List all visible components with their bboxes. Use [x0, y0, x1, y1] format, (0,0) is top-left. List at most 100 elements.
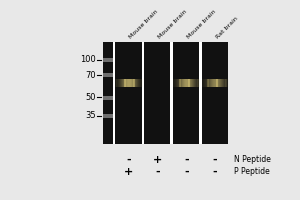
Text: 70: 70 [85, 71, 96, 80]
Bar [127, 79, 128, 87]
Bar [222, 79, 223, 87]
Bar [137, 79, 138, 87]
Bar [124, 79, 125, 87]
Bar [193, 79, 194, 87]
Bar [136, 79, 137, 87]
Bar [224, 79, 225, 87]
Bar [226, 79, 227, 87]
Text: P Peptide: P Peptide [234, 167, 269, 176]
Bar [138, 79, 139, 87]
Bar [103, 96, 112, 100]
Bar [175, 79, 176, 87]
Text: -: - [126, 155, 131, 165]
Bar [117, 79, 118, 87]
Bar [123, 79, 124, 87]
Bar [130, 79, 131, 87]
Bar [192, 79, 193, 87]
Bar [103, 73, 112, 77]
Bar [199, 79, 200, 87]
Text: Mouse brain: Mouse brain [158, 9, 188, 39]
Text: +: + [153, 155, 162, 165]
Bar [207, 79, 208, 87]
Text: Mouse brain: Mouse brain [128, 9, 159, 39]
Text: N Peptide: N Peptide [234, 155, 271, 164]
Bar [220, 79, 221, 87]
Bar [194, 79, 195, 87]
Text: 100: 100 [80, 55, 96, 64]
Bar [120, 79, 121, 87]
Bar [203, 79, 204, 87]
Bar [189, 79, 190, 87]
Bar [103, 114, 112, 118]
Bar [128, 79, 129, 87]
Bar [179, 79, 181, 87]
Bar [199, 42, 202, 144]
Bar [183, 79, 184, 87]
Bar [187, 79, 188, 87]
Bar [178, 79, 179, 87]
Bar [122, 79, 123, 87]
Bar [186, 79, 187, 87]
Bar [132, 79, 133, 87]
Bar [181, 79, 182, 87]
Bar [135, 79, 136, 87]
Bar [129, 79, 130, 87]
Bar [190, 79, 191, 87]
Text: 50: 50 [85, 93, 96, 102]
Bar [176, 79, 177, 87]
Bar [218, 79, 219, 87]
Bar [204, 79, 205, 87]
Bar [116, 79, 117, 87]
Bar [178, 79, 180, 87]
Bar [214, 79, 215, 87]
Bar [139, 79, 140, 87]
Bar [216, 79, 217, 87]
Bar [227, 79, 228, 87]
Bar [188, 79, 189, 87]
Bar [191, 79, 192, 87]
Bar [228, 79, 229, 87]
Bar [126, 79, 127, 87]
Bar [182, 79, 183, 87]
Bar [103, 58, 112, 62]
Bar [177, 79, 178, 87]
Bar [221, 79, 222, 87]
Bar [141, 79, 142, 87]
Bar [212, 79, 213, 87]
Bar [195, 79, 196, 87]
Bar [217, 79, 218, 87]
Text: Mouse brain: Mouse brain [186, 9, 217, 39]
Bar [119, 79, 120, 87]
Bar [112, 42, 116, 144]
Bar [196, 79, 198, 87]
Bar [206, 79, 207, 87]
Bar [210, 79, 211, 87]
Bar [118, 79, 119, 87]
Bar [197, 79, 199, 87]
Text: -: - [155, 167, 160, 177]
Bar [121, 79, 122, 87]
Bar [196, 79, 197, 87]
Bar [202, 79, 203, 87]
Bar [209, 79, 210, 87]
Text: 35: 35 [85, 111, 96, 120]
Bar [198, 79, 200, 87]
Text: +: + [124, 167, 133, 177]
Bar [188, 79, 190, 87]
Bar [133, 79, 134, 87]
Bar [173, 79, 174, 87]
Text: -: - [184, 155, 188, 165]
Bar [205, 79, 206, 87]
Text: -: - [184, 167, 188, 177]
Text: -: - [213, 155, 218, 165]
Bar [225, 79, 226, 87]
Bar [185, 79, 186, 87]
Bar [208, 79, 209, 87]
Bar [213, 79, 214, 87]
Bar [174, 79, 175, 87]
Bar [219, 79, 220, 87]
Bar [211, 79, 212, 87]
Bar [140, 79, 141, 87]
Bar [223, 79, 224, 87]
Bar [170, 42, 173, 144]
